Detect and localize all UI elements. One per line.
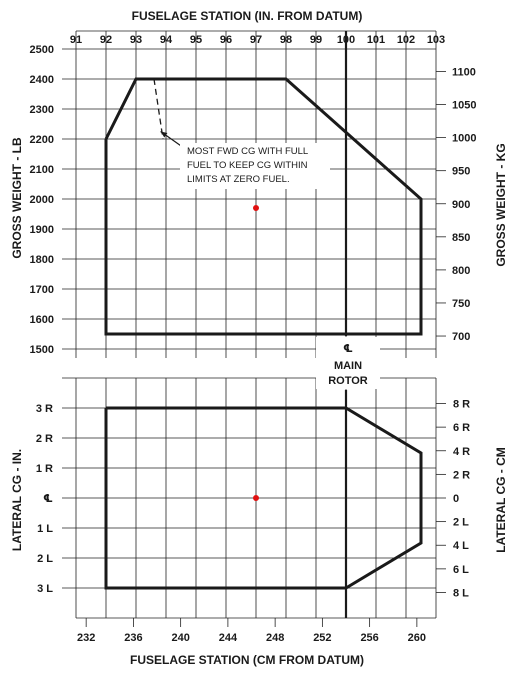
lat-in-label-6: 3 L bbox=[37, 583, 53, 595]
cg-point-weight bbox=[253, 205, 259, 211]
kg-label-700: 700 bbox=[452, 331, 470, 343]
lat-in-label-5: 2 L bbox=[37, 553, 53, 565]
note-line-2: FUEL TO KEEP CG WITHIN bbox=[187, 160, 308, 171]
lb-tick-1500: 1500 bbox=[30, 344, 54, 356]
fwd-cg-full-fuel-line bbox=[153, 78, 164, 140]
lb-tick-2200: 2200 bbox=[30, 134, 54, 146]
lateral-envelope-line bbox=[104, 406, 423, 590]
note-background bbox=[180, 143, 330, 189]
lat-cm-label-4: 0 bbox=[453, 493, 459, 505]
kg-label-900: 900 bbox=[452, 199, 470, 211]
lat-cm-label-0: 8 R bbox=[453, 399, 470, 411]
top-tick-99: 99 bbox=[310, 34, 322, 46]
left-lateral-ticks: 3 R 2 R 1 R ℄ 1 L 2 L 3 L bbox=[36, 403, 53, 595]
kg-label-1050: 1050 bbox=[452, 100, 476, 112]
note-line-1: MOST FWD CG WITH FULL bbox=[187, 146, 308, 157]
top-tick-94: 94 bbox=[160, 34, 173, 46]
rotor-label-background bbox=[316, 337, 380, 389]
lb-tick-2300: 2300 bbox=[30, 104, 54, 116]
top-axis-title: FUSELAGE STATION (IN. FROM DATUM) bbox=[132, 9, 363, 23]
weight-envelope-line bbox=[104, 77, 423, 336]
lb-tick-1900: 1900 bbox=[30, 224, 54, 236]
bottom-axis-ticks: 232 236 240 244 248 252 256 260 bbox=[77, 632, 426, 644]
top-tick-93: 93 bbox=[130, 34, 142, 46]
top-tick-103: 103 bbox=[427, 34, 445, 46]
top-tick-92: 92 bbox=[100, 34, 112, 46]
kg-label-800: 800 bbox=[452, 265, 470, 277]
cm-x-label-248: 248 bbox=[266, 632, 284, 644]
top-tick-97: 97 bbox=[250, 34, 262, 46]
cm-x-label-232: 232 bbox=[77, 632, 95, 644]
centerline-symbol: ℄ bbox=[343, 343, 353, 355]
left-weight-axis-title: GROSS WEIGHT - LB bbox=[10, 137, 24, 259]
kg-label-1100: 1100 bbox=[452, 66, 476, 78]
lat-in-label-3: ℄ bbox=[43, 493, 53, 505]
lat-cm-label-5: 2 L bbox=[453, 517, 469, 529]
lb-tick-2400: 2400 bbox=[30, 74, 54, 86]
right-lateral-ticks: 8 R 6 R 4 R 2 R 0 2 L 4 L 6 L 8 L bbox=[453, 399, 470, 600]
cm-x-label-236: 236 bbox=[124, 632, 142, 644]
lb-tick-2100: 2100 bbox=[30, 164, 54, 176]
lat-cm-label-2: 4 R bbox=[453, 446, 470, 458]
lat-cm-label-6: 4 L bbox=[453, 540, 469, 552]
top-tick-100: 100 bbox=[337, 34, 355, 46]
lat-in-label-0: 3 R bbox=[36, 403, 53, 415]
top-tick-96: 96 bbox=[220, 34, 232, 46]
lb-tick-2000: 2000 bbox=[30, 194, 54, 206]
right-lateral-axis-title: LATERAL CG - CM bbox=[494, 447, 508, 553]
kg-label-1000: 1000 bbox=[452, 133, 476, 145]
kg-label-750: 750 bbox=[452, 298, 470, 310]
right-weight-axis-title: GROSS WEIGHT - KG bbox=[494, 143, 508, 266]
lb-tick-1800: 1800 bbox=[30, 254, 54, 266]
kg-label-850: 850 bbox=[452, 232, 470, 244]
kg-label-950: 950 bbox=[452, 166, 470, 178]
cm-x-label-252: 252 bbox=[313, 632, 331, 644]
left-lateral-axis-title: LATERAL CG - IN. bbox=[10, 449, 24, 551]
top-tick-98: 98 bbox=[280, 34, 292, 46]
lat-cm-label-7: 6 L bbox=[453, 564, 469, 576]
cm-x-label-256: 256 bbox=[360, 632, 378, 644]
lat-cm-label-3: 2 R bbox=[453, 469, 470, 481]
lb-tick-1700: 1700 bbox=[30, 284, 54, 296]
right-weight-ticks: 1100 1050 1000 950 900 850 800 750 700 bbox=[452, 66, 476, 343]
top-tick-91: 91 bbox=[70, 34, 82, 46]
cg-point-lateral bbox=[253, 495, 259, 501]
lat-cm-label-8: 8 L bbox=[453, 587, 469, 599]
top-axis-ticks: 91 92 93 94 95 96 97 98 99 100 101 102 103 bbox=[70, 34, 445, 46]
bottom-axis-title: FUSELAGE STATION (CM FROM DATUM) bbox=[130, 653, 364, 667]
note-line-3: LIMITS AT ZERO FUEL. bbox=[187, 174, 290, 185]
rotor-label-rotor: ROTOR bbox=[328, 375, 368, 387]
lat-cm-label-1: 6 R bbox=[453, 422, 470, 434]
left-weight-ticks: 2500 2400 2300 2200 2100 2000 1900 1800 1700 1600… bbox=[30, 44, 54, 356]
top-tick-102: 102 bbox=[397, 34, 415, 46]
lb-tick-1600: 1600 bbox=[30, 314, 54, 326]
lat-in-label-2: 1 R bbox=[36, 463, 53, 475]
cm-x-label-244: 244 bbox=[219, 632, 238, 644]
top-tick-101: 101 bbox=[367, 34, 385, 46]
cm-x-label-260: 260 bbox=[408, 632, 426, 644]
lat-in-label-1: 2 R bbox=[36, 433, 53, 445]
lateral-grid bbox=[62, 377, 446, 627]
rotor-label-main: MAIN bbox=[334, 360, 362, 372]
lb-tick-2500: 2500 bbox=[30, 44, 54, 56]
top-tick-95: 95 bbox=[190, 34, 202, 46]
cm-x-label-240: 240 bbox=[171, 632, 189, 644]
note-arrowhead bbox=[160, 131, 168, 138]
lat-in-label-4: 1 L bbox=[37, 523, 53, 535]
